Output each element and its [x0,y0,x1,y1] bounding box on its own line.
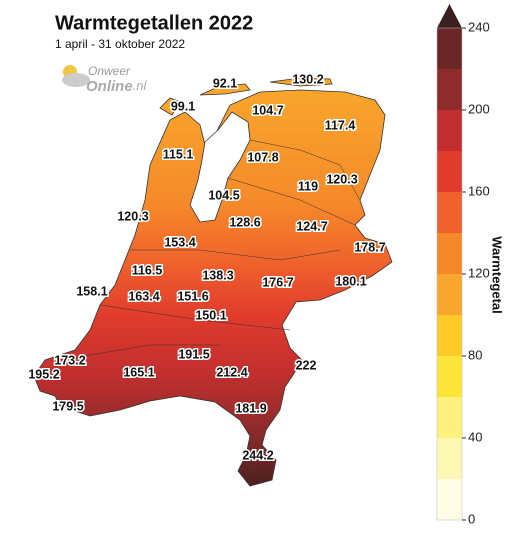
tick-label: 240 [468,19,490,34]
station-value: 128.6 [229,215,260,229]
station-value: 163.4 [128,289,159,303]
island [199,83,251,96]
logo-suffix: .nl [133,78,148,93]
color-bin [437,69,462,110]
station-value: 119 [298,179,318,193]
station-value: 120.3 [117,209,148,223]
station-value: 107.8 [247,150,278,164]
color-bin [437,233,462,274]
station-value: 191.5 [178,347,209,361]
color-bin [437,356,462,397]
island [269,77,333,87]
station-value: 150.1 [195,308,226,322]
tick-label: 80 [468,347,482,362]
map [33,77,393,487]
island [159,97,181,116]
logo-online: Online [86,78,133,95]
station-value: 130.2 [292,72,323,86]
station-value: 195.2 [28,367,59,381]
station-value: 158.1 [76,284,107,298]
station-value: 222 [296,358,317,372]
station-value: 99.1 [171,99,195,113]
color-bin [437,315,462,356]
station-value: 212.4 [216,365,247,379]
station-value: 181.9 [235,401,266,415]
color-bin [437,274,462,315]
colorbar: 0 40 80 120 160 200 240 Warmtegetal [436,4,505,526]
subtitle: 1 april - 31 oktober 2022 [55,37,185,51]
color-bin [437,28,462,69]
tick-label: 200 [468,101,490,116]
color-bin [437,438,462,479]
station-value: 124.7 [296,219,327,233]
station-value: 178.7 [354,240,385,254]
station-value: 173.2 [54,353,85,367]
tick-label: 0 [468,511,475,526]
station-value: 104.7 [252,103,283,117]
colorbar-label: Warmtegetal [490,236,505,314]
lake [189,111,251,223]
station-value: 151.6 [177,289,208,303]
province-border [59,139,361,361]
station-value: 104.5 [208,188,239,202]
color-bin [437,479,462,520]
station-value: 179.5 [52,399,83,413]
tick-label: 120 [468,265,490,280]
station-value: 92.1 [213,76,237,90]
station-values: 92.1 130.2 99.1 104.7 117.4 115.1 107.8 119 120.… [27,71,387,464]
logo-cloud [62,73,90,87]
station-value: 153.4 [164,235,195,249]
color-extend [437,4,462,28]
color-bin [437,151,462,192]
tick-label: 40 [468,429,482,444]
title: Warmtegetallen 2022 [55,12,253,34]
logo-line1: Onweer [88,64,131,78]
color-bin [437,397,462,438]
station-value: 176.7 [262,275,293,289]
color-bin [437,192,462,233]
station-value: 120.3 [326,172,357,186]
station-value: 115.1 [163,147,194,161]
station-value: 116.5 [132,263,163,277]
color-bin [437,110,462,151]
station-value: 165.1 [123,365,154,379]
station-value: 244.2 [242,448,273,462]
station-value: 117.4 [325,118,356,132]
tick-label: 160 [468,183,490,198]
country-shape [33,89,393,487]
logo: Onweer Online.nl [62,64,148,95]
logo-line2: Online.nl [86,78,148,95]
station-value: 138.3 [202,268,233,282]
station-value: 180.1 [335,274,366,288]
